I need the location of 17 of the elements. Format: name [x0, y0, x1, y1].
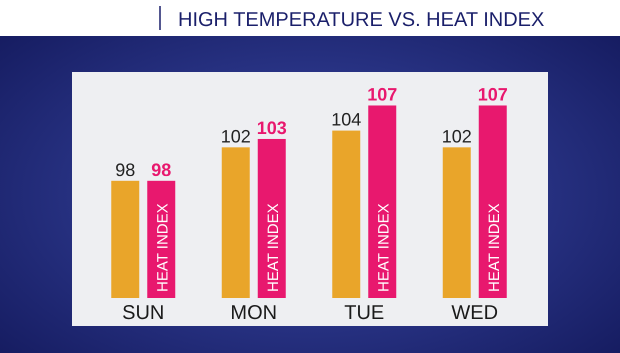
text: HEAT INDEX	[486, 203, 503, 292]
text: HEAT INDEX	[375, 203, 392, 292]
text: HEAT INDEX	[264, 203, 282, 292]
chart-title: HIGH TEMPERATURE VS. HEAT INDEX	[178, 9, 544, 31]
data-label: 102	[442, 126, 472, 146]
x-tick-label: TUE	[344, 302, 384, 324]
data-label: 107	[478, 84, 508, 104]
x-tick-label: SUN	[122, 302, 164, 324]
series-label: HEAT INDEX	[154, 203, 172, 292]
data-label: 103	[256, 118, 287, 138]
x-tick-label: MON	[230, 302, 278, 324]
data-label: 107	[367, 84, 398, 104]
x-tick-label: WED	[451, 302, 498, 324]
data-label: 102	[220, 126, 251, 146]
data-label: 98	[151, 160, 172, 180]
data-label: 104	[331, 110, 362, 130]
data-label: 98	[115, 160, 136, 180]
